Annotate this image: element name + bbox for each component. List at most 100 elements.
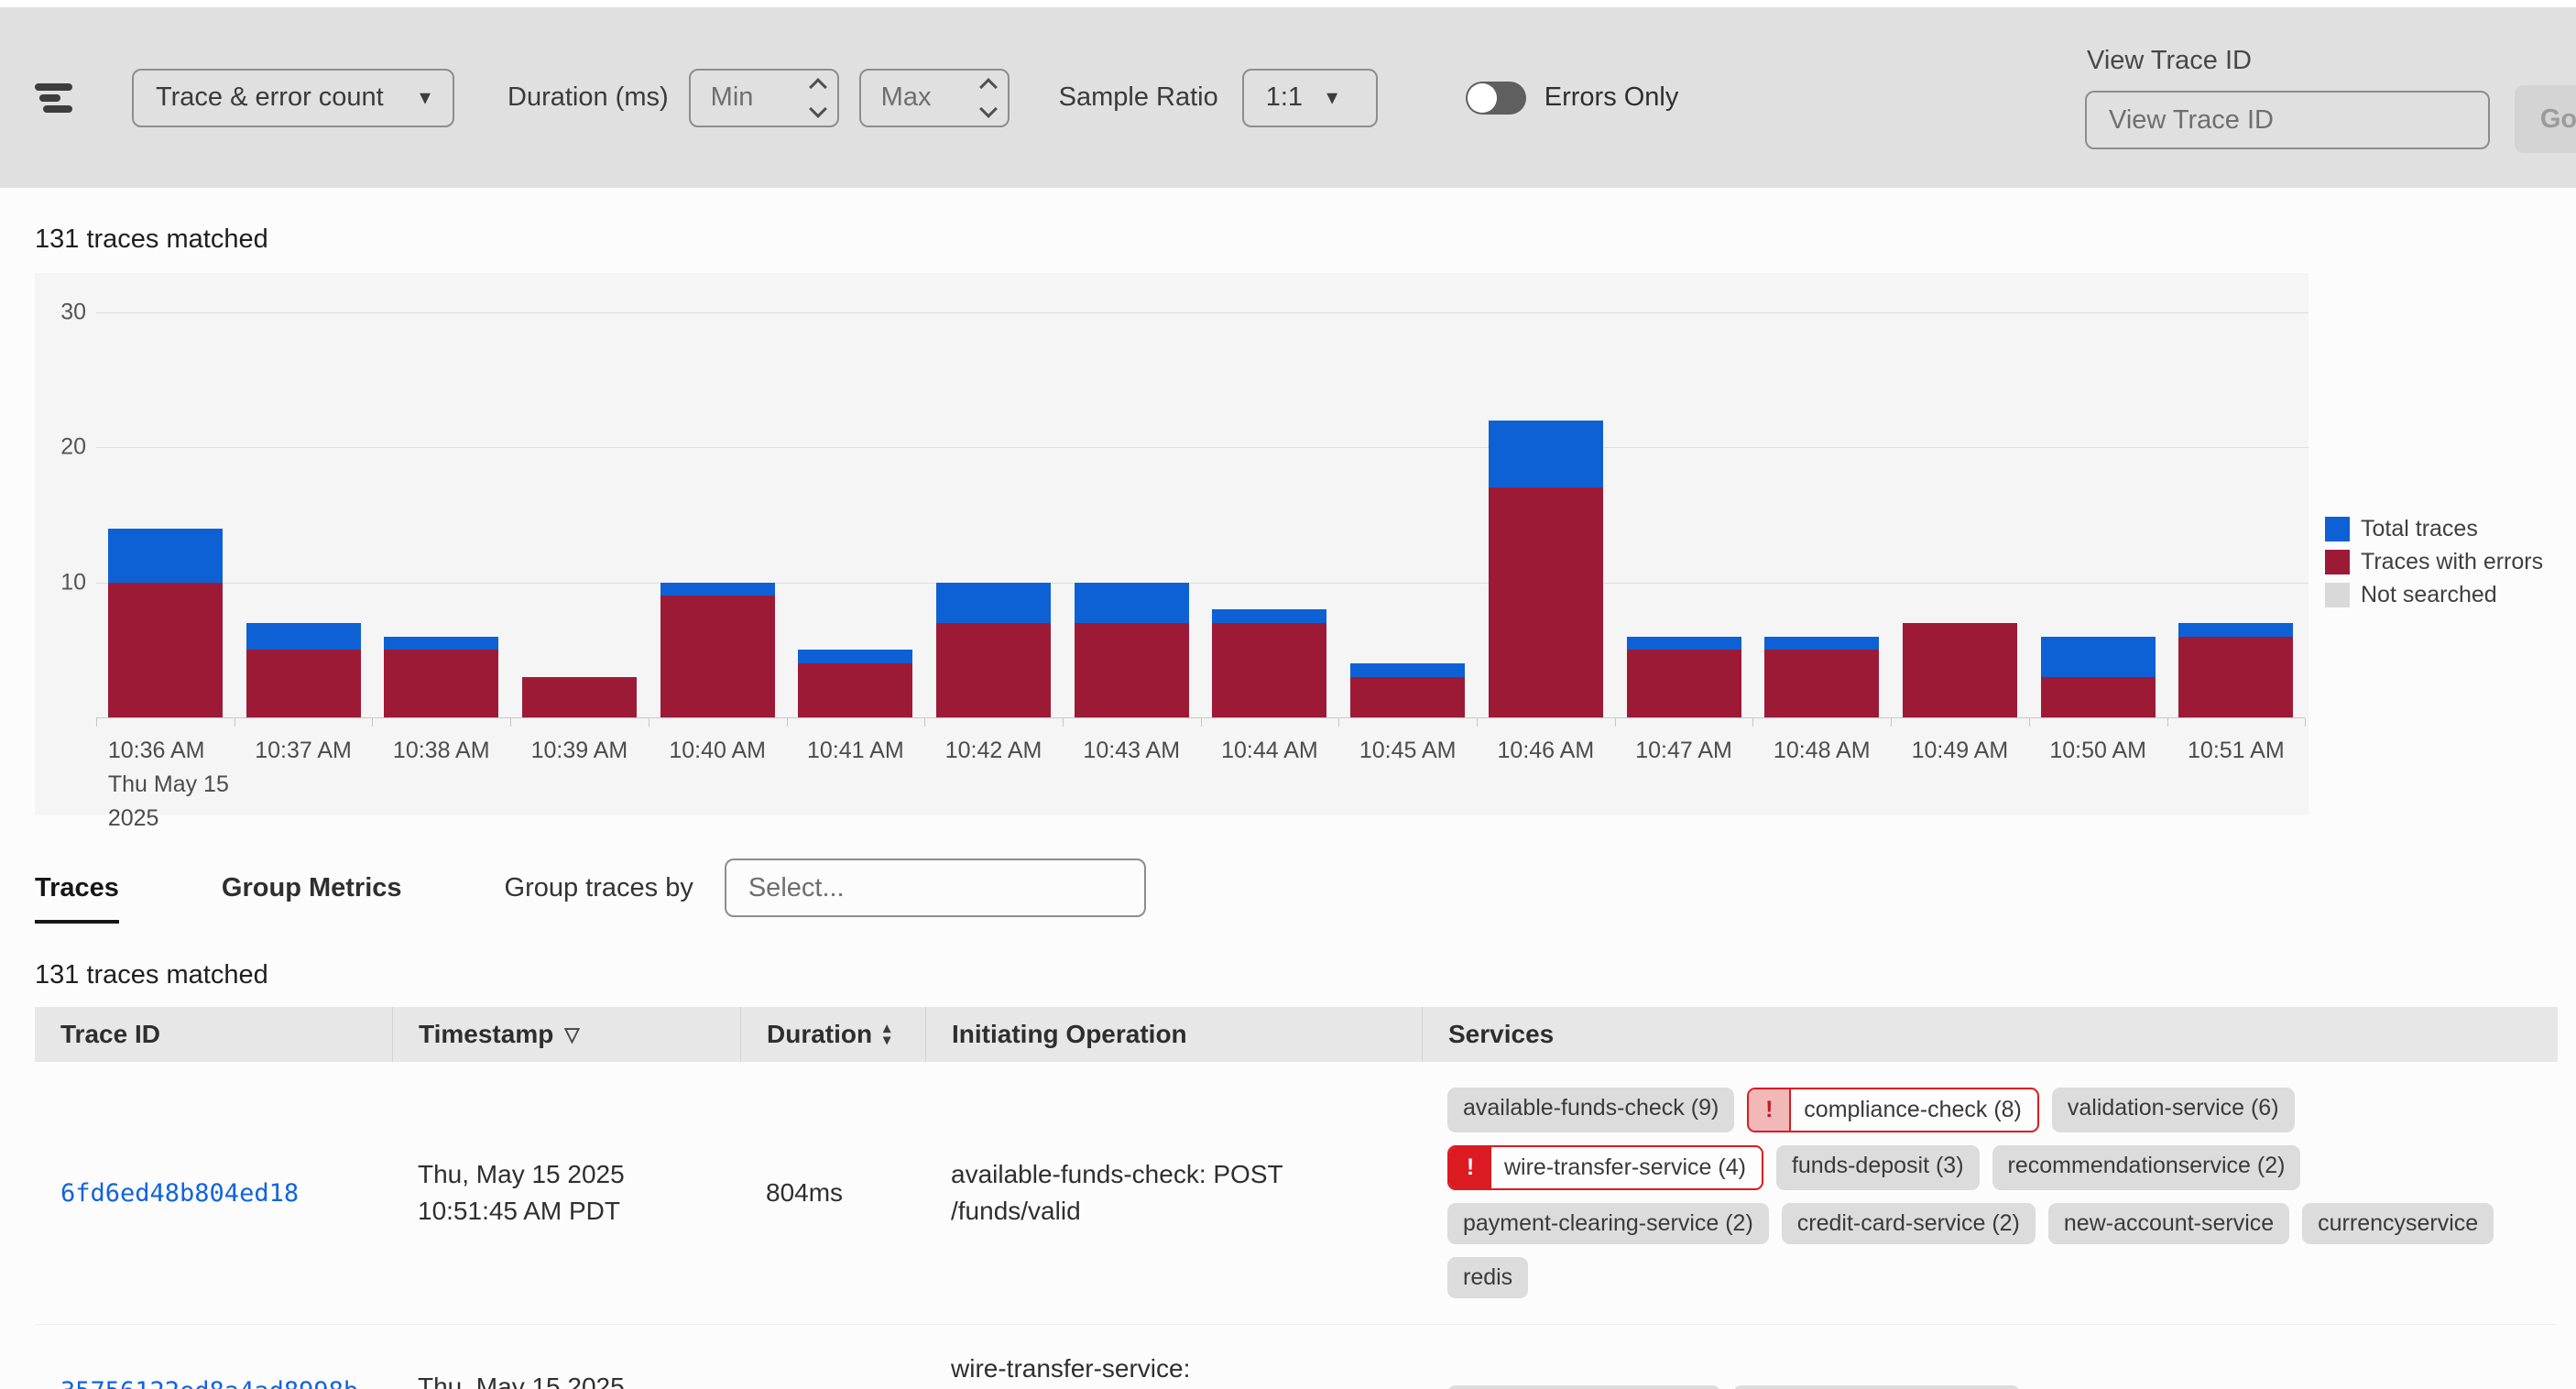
column-header-services: Services xyxy=(1422,1007,2558,1062)
column-header-timestamp[interactable]: Timestamp ▽ xyxy=(392,1007,740,1062)
x-axis-label: 10:51 AM xyxy=(2188,738,2285,763)
x-axis-label: 10:40 AM xyxy=(669,738,766,763)
x-axis-tick xyxy=(1062,718,1064,727)
error-traces-segment xyxy=(1488,487,1603,717)
service-chip[interactable]: available-funds-check (9) xyxy=(1447,1088,1735,1132)
chart-bar[interactable] xyxy=(107,528,223,717)
chart-bar[interactable] xyxy=(1488,420,1603,717)
error-badge-icon: ! xyxy=(1749,1089,1792,1131)
max-placeholder: Max xyxy=(880,82,932,112)
legend-label: Not searched xyxy=(2361,582,2497,607)
legend-label: Traces with errors xyxy=(2361,549,2544,574)
service-chip[interactable]: ! compliance-check (8) xyxy=(1747,1088,2039,1132)
service-chip[interactable]: currencyservice xyxy=(2302,1203,2494,1244)
view-trace-id-group: View Trace ID View Trace ID Go xyxy=(2085,46,2576,153)
legend-swatch xyxy=(2325,550,2350,574)
error-traces-segment xyxy=(936,622,1052,717)
sample-ratio-label: Sample Ratio xyxy=(1058,82,1218,112)
service-chip[interactable]: funds-deposit (3) xyxy=(1775,1145,1980,1190)
sample-ratio-value: 1:1 xyxy=(1265,82,1304,112)
error-traces-segment xyxy=(1902,622,2017,717)
error-badge-icon: ! xyxy=(1449,1147,1491,1188)
gridline xyxy=(96,447,2309,448)
x-axis-tick xyxy=(1614,718,1616,727)
timestamp-date: Thu, May 15 2025 xyxy=(418,1373,625,1389)
chart-bar[interactable] xyxy=(1764,636,1880,717)
x-axis-tick xyxy=(1200,718,1202,727)
service-chips: wire-transfer-service (2) payment-clearin… xyxy=(1447,1384,2536,1389)
duration-value: 119ms xyxy=(740,1365,925,1389)
x-axis-label: 10:48 AM xyxy=(1773,738,1871,763)
duration-min-input[interactable]: Min xyxy=(688,68,839,127)
service-chips: available-funds-check (9) ! compliance-che… xyxy=(1447,1088,2536,1298)
error-traces-segment xyxy=(1074,622,1189,717)
service-chip[interactable]: wire-transfer-service (2) xyxy=(1447,1384,1720,1389)
legend-label: Total traces xyxy=(2361,516,2478,541)
x-axis-tick xyxy=(924,718,926,727)
sort-descending-icon[interactable]: ▽ xyxy=(564,1023,580,1045)
duration-max-input[interactable]: Max xyxy=(858,68,1010,127)
gridline xyxy=(96,312,2309,313)
chart-bar[interactable] xyxy=(660,582,775,717)
error-traces-segment xyxy=(1626,650,1741,717)
table-traces-matched-summary: 131 traces matched xyxy=(35,960,268,990)
x-axis-label: 10:50 AM xyxy=(2049,738,2146,763)
chart-bar[interactable] xyxy=(246,622,361,717)
chart-bar[interactable] xyxy=(1074,582,1189,717)
chart-bar[interactable] xyxy=(1626,636,1741,717)
y-axis-tick-label: 30 xyxy=(60,299,86,324)
column-header-trace-id[interactable]: Trace ID xyxy=(60,1020,160,1048)
x-axis-tick xyxy=(1338,718,1340,727)
tab-traces[interactable]: Traces xyxy=(35,872,119,924)
min-stepper[interactable] xyxy=(808,77,827,118)
tab-group-metrics[interactable]: Group Metrics xyxy=(221,872,402,902)
column-header-duration[interactable]: Duration ▴ ▾ xyxy=(740,1007,925,1062)
chart-bar[interactable] xyxy=(384,636,499,717)
chart-bar[interactable] xyxy=(1212,609,1327,717)
service-chip[interactable]: validation-service (6) xyxy=(2051,1088,2295,1132)
chart-bar[interactable] xyxy=(521,676,637,717)
service-chip[interactable]: payment-clearing-service (2) xyxy=(1447,1203,1769,1244)
errors-only-toggle[interactable] xyxy=(1465,81,1526,115)
trace-id-link[interactable]: 35756122ed8a4ad8998be28 xyxy=(60,1377,358,1389)
service-chip[interactable]: new-account-service xyxy=(2047,1203,2290,1244)
x-axis-tick xyxy=(96,718,97,727)
metric-select[interactable]: Trace & error count ▾ xyxy=(132,68,454,127)
column-header-initiating-operation: Initiating Operation xyxy=(925,1007,1422,1062)
x-axis-tick xyxy=(1477,718,1478,727)
sample-ratio-select[interactable]: 1:1 ▾ xyxy=(1241,68,1378,127)
timestamp-time: 10:51:45 AM PDT xyxy=(418,1197,621,1225)
service-chip[interactable]: ! wire-transfer-service (4) xyxy=(1447,1145,1763,1190)
service-chip[interactable]: credit-card-service (2) xyxy=(1781,1203,2036,1244)
chart-bar[interactable] xyxy=(1350,663,1466,717)
traces-table: Trace ID Timestamp ▽ Duration ▴ ▾ Initiat… xyxy=(35,1007,2558,1389)
table-row: 35756122ed8a4ad8998be28 Thu, May 15 2025… xyxy=(35,1324,2558,1389)
table-header-row: Trace ID Timestamp ▽ Duration ▴ ▾ Initiat… xyxy=(35,1007,2558,1062)
gridline xyxy=(96,582,2309,584)
trace-id-link[interactable]: 6fd6ed48b804ed18 xyxy=(60,1179,300,1208)
go-button[interactable]: Go xyxy=(2515,85,2576,153)
initiating-operation: available-funds-check: POST /funds/valid xyxy=(951,1160,1283,1225)
error-traces-segment xyxy=(798,663,913,717)
chart-bar[interactable] xyxy=(2178,622,2294,717)
duration-value: 804ms xyxy=(766,1178,844,1207)
service-chip[interactable]: payment-clearing-service xyxy=(1732,1384,2021,1389)
chart-bar[interactable] xyxy=(2040,636,2156,717)
service-chip-label: wire-transfer-service (4) xyxy=(1504,1154,1746,1180)
legend-swatch xyxy=(2325,583,2350,607)
chart-bar[interactable] xyxy=(798,650,913,717)
service-chip[interactable]: recommendationservice (2) xyxy=(1992,1145,2301,1190)
chart-bar[interactable] xyxy=(936,582,1052,717)
chart-bar[interactable] xyxy=(1902,622,2017,717)
x-axis-tick xyxy=(372,718,374,727)
max-stepper[interactable] xyxy=(978,77,998,118)
x-axis-label: 10:45 AM xyxy=(1359,738,1457,763)
view-trace-id-input[interactable]: View Trace ID xyxy=(2085,91,2490,149)
sort-both-icon[interactable]: ▴ ▾ xyxy=(883,1021,891,1048)
x-axis-tick xyxy=(786,718,788,727)
error-traces-segment xyxy=(1764,650,1880,717)
view-trace-id-label: View Trace ID xyxy=(2087,46,2252,75)
group-traces-by-select[interactable]: Select... xyxy=(724,859,1146,917)
service-chip[interactable]: redis xyxy=(1447,1257,1529,1298)
filter-menu-icon[interactable] xyxy=(35,82,73,113)
